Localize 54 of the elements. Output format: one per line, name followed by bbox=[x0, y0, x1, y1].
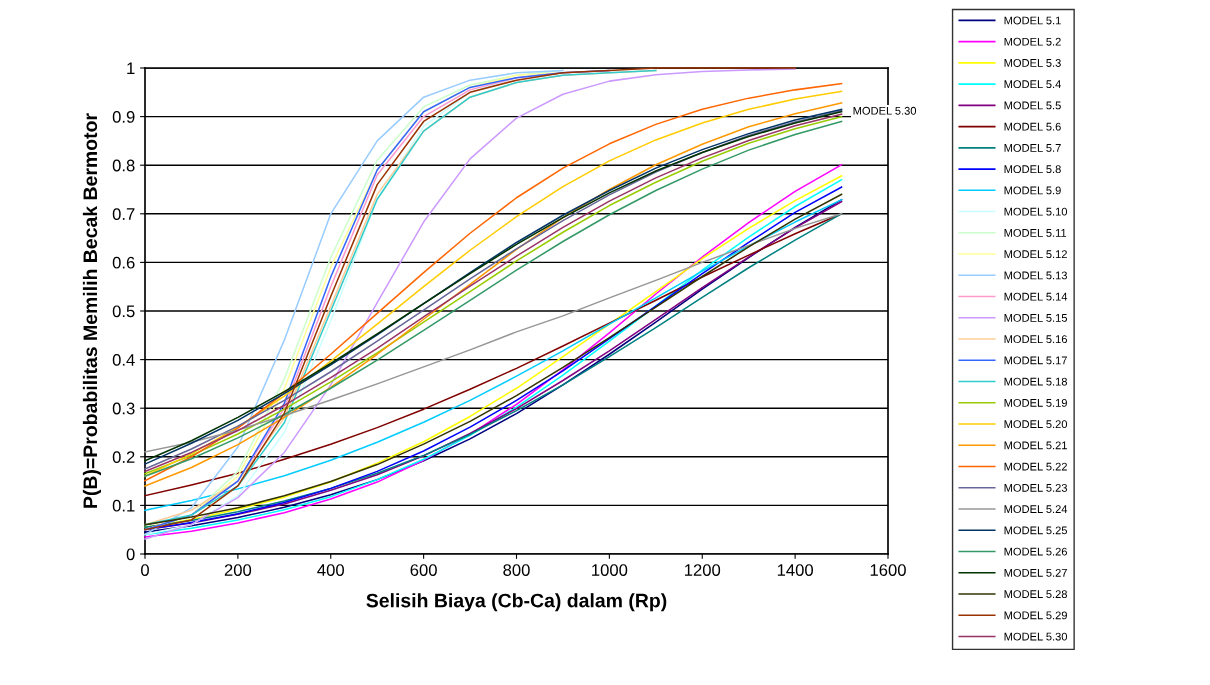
legend-label: MODEL 5.17 bbox=[1004, 356, 1067, 365]
legend-label: MODEL 5.30 bbox=[1004, 632, 1068, 641]
legend-label: MODEL 5.3 bbox=[1004, 59, 1061, 67]
legend-label: MODEL 5.23 bbox=[1004, 483, 1067, 492]
legend-label: MODEL 5.7 bbox=[1004, 143, 1061, 152]
legend-label: MODEL 5.4 bbox=[1004, 80, 1061, 89]
annotation: MODEL 5.30 bbox=[853, 106, 917, 115]
legend-label: MODEL 5.25 bbox=[1004, 526, 1068, 535]
x-tick-label: 400 bbox=[317, 564, 344, 576]
legend-label: MODEL 5.8 bbox=[1004, 165, 1061, 174]
legend-label: MODEL 5.16 bbox=[1004, 335, 1067, 344]
line-series bbox=[144, 213, 843, 453]
legend-label: MODEL 5.6 bbox=[1004, 122, 1061, 131]
x-tick-label: 800 bbox=[503, 564, 530, 576]
y-tick-label: 0.5 bbox=[112, 305, 135, 318]
legend-label: MODEL 5.21 bbox=[1004, 441, 1067, 450]
legend-label: MODEL 5.14 bbox=[1004, 292, 1068, 301]
legend-label: MODEL 5.18 bbox=[1004, 377, 1067, 386]
legend-label: MODEL 5.1 bbox=[1004, 16, 1061, 25]
legend-label: MODEL 5.15 bbox=[1004, 313, 1068, 322]
x-tick-label: 0 bbox=[141, 564, 149, 576]
y-tick-label: 0.7 bbox=[112, 208, 135, 220]
legend-label: MODEL 5.2 bbox=[1004, 37, 1061, 46]
x-tick-label: 1200 bbox=[684, 564, 721, 576]
legend-label: MODEL 5.10 bbox=[1004, 207, 1068, 216]
legend-label: MODEL 5.26 bbox=[1004, 547, 1067, 556]
x-tick-label: 1000 bbox=[592, 564, 628, 576]
legend-label: MODEL 5.12 bbox=[1004, 250, 1067, 259]
y-tick-label: 0.4 bbox=[112, 354, 135, 366]
x-tick-label: 200 bbox=[224, 564, 252, 576]
x-axis-title: Selisih Biaya (Cb-Ca) dalam (Rp) bbox=[366, 593, 667, 612]
legend-label: MODEL 5.20 bbox=[1004, 420, 1068, 429]
y-tick-label: 0.9 bbox=[112, 111, 135, 123]
legend-label: MODEL 5.19 bbox=[1004, 398, 1067, 407]
legend-label: MODEL 5.22 bbox=[1004, 462, 1067, 471]
y-axis-title: P(B)=Probabilitas Memilih Becak Bermotor bbox=[82, 113, 101, 508]
y-tick-label: 0.6 bbox=[112, 256, 135, 269]
y-tick-label: 0 bbox=[126, 548, 135, 561]
legend-label: MODEL 5.28 bbox=[1004, 590, 1067, 599]
x-tick-label: 1600 bbox=[870, 564, 906, 576]
y-tick-label: 0.1 bbox=[112, 499, 135, 512]
y-tick-label: 0.3 bbox=[112, 402, 135, 415]
y-tick-label: 1 bbox=[127, 62, 135, 75]
legend-label: MODEL 5.5 bbox=[1004, 101, 1061, 110]
legend-label: MODEL 5.24 bbox=[1004, 505, 1068, 514]
legend-label: MODEL 5.27 bbox=[1004, 568, 1067, 577]
legend-label: MODEL 5.11 bbox=[1004, 228, 1067, 237]
legend-label: MODEL 5.9 bbox=[1004, 186, 1061, 195]
legend-label: MODEL 5.13 bbox=[1004, 271, 1067, 280]
y-tick-label: 0.8 bbox=[112, 159, 135, 172]
legend-label: MODEL 5.29 bbox=[1004, 611, 1067, 620]
y-tick-label: 0.2 bbox=[112, 451, 135, 463]
x-tick-label: 1400 bbox=[777, 564, 814, 576]
x-tick-label: 600 bbox=[410, 564, 437, 576]
